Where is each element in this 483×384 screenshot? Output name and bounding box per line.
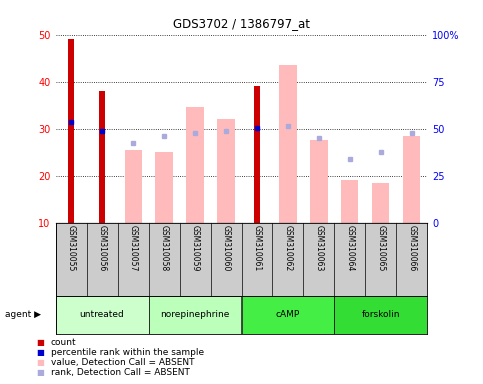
Text: GSM310066: GSM310066 [408, 225, 416, 271]
Bar [68, 39, 74, 223]
Text: ■: ■ [36, 338, 44, 347]
Text: ■: ■ [36, 358, 44, 367]
Text: GSM310055: GSM310055 [67, 225, 75, 271]
Text: GSM310057: GSM310057 [128, 225, 138, 271]
Bar [242, 296, 334, 334]
Text: ■: ■ [36, 368, 44, 377]
Bar [186, 108, 203, 223]
Text: GSM310063: GSM310063 [314, 225, 324, 271]
Bar [280, 65, 297, 223]
Bar [311, 141, 327, 223]
Bar [125, 150, 142, 223]
Bar [334, 296, 427, 334]
Text: rank, Detection Call = ABSENT: rank, Detection Call = ABSENT [51, 368, 190, 377]
Bar [99, 91, 105, 223]
Text: cAMP: cAMP [276, 310, 300, 319]
Bar [341, 180, 358, 223]
Text: agent ▶: agent ▶ [5, 310, 41, 319]
Text: GDS3702 / 1386797_at: GDS3702 / 1386797_at [173, 17, 310, 30]
Text: percentile rank within the sample: percentile rank within the sample [51, 348, 204, 357]
Bar [156, 152, 172, 223]
Bar [217, 119, 235, 223]
Text: ■: ■ [36, 348, 44, 357]
Text: count: count [51, 338, 76, 347]
Text: forskolin: forskolin [362, 310, 400, 319]
Bar [403, 136, 421, 223]
Text: GSM310059: GSM310059 [190, 225, 199, 271]
Text: GSM310064: GSM310064 [345, 225, 355, 271]
Text: value, Detection Call = ABSENT: value, Detection Call = ABSENT [51, 358, 194, 367]
Text: GSM310065: GSM310065 [376, 225, 385, 271]
Text: GSM310056: GSM310056 [98, 225, 107, 271]
Text: GSM310060: GSM310060 [222, 225, 230, 271]
Text: GSM310061: GSM310061 [253, 225, 261, 271]
Bar [56, 296, 149, 334]
Text: GSM310058: GSM310058 [159, 225, 169, 271]
Text: norepinephrine: norepinephrine [160, 310, 230, 319]
Bar [372, 183, 389, 223]
Bar [149, 296, 242, 334]
Text: GSM310062: GSM310062 [284, 225, 293, 271]
Text: untreated: untreated [80, 310, 125, 319]
Bar [254, 86, 260, 223]
